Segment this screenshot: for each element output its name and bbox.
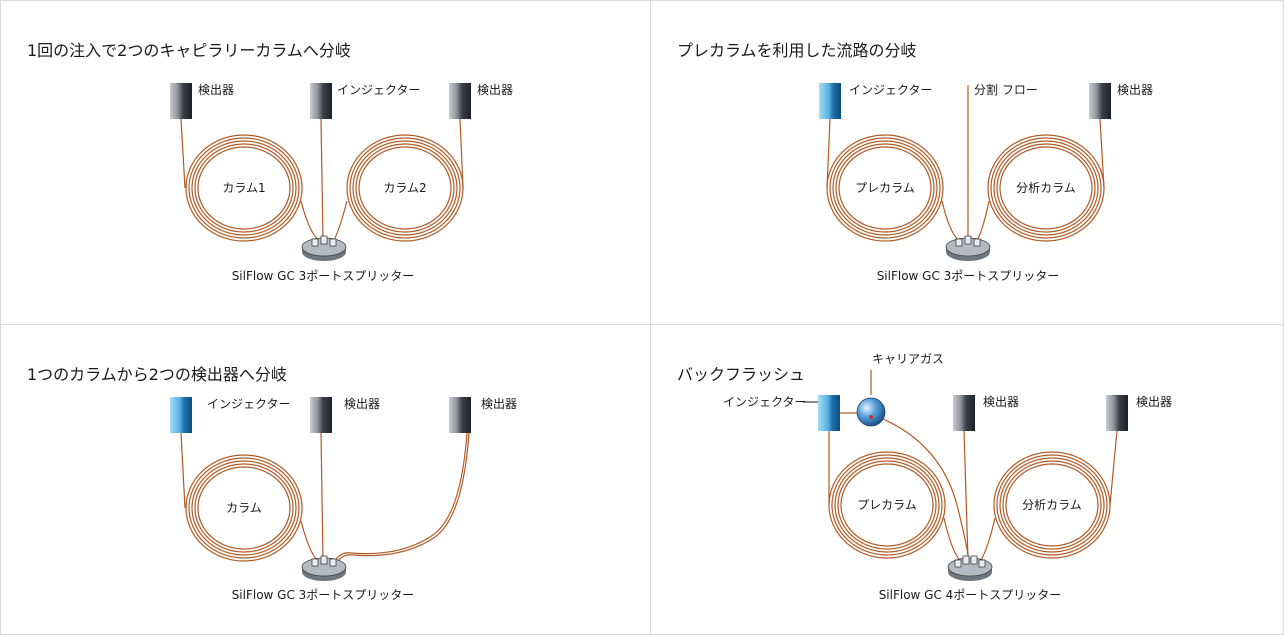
diagram-two-columns: 検出器 インジェクター 検出器 カラム1 カラム2 [170,83,513,283]
panel-title: プレカラムを利用した流路の分岐 [677,41,917,60]
tubing [330,200,348,245]
detector-icon [953,395,975,431]
injector-label: インジェクター [849,83,933,97]
tubing [1099,118,1105,189]
diagram-precolumn: インジェクター 分割 フロー 検出器 プレカラム 分析カラム [819,82,1153,283]
injector-label: インジェクター [723,395,807,409]
panel-title: バックフラッシュ [677,365,806,384]
detector-label: 検出器 [1136,395,1172,409]
splitter-icon [947,555,993,581]
column-label: カラム [226,501,262,515]
panel-two-detectors: 1つのカラムから2つの検出器へ分岐 インジェクター 検出器 検出器 カラム [0,325,651,635]
injector-icon [170,397,192,433]
column-coil-icon [346,134,464,242]
column-label: カラム1 [222,181,265,195]
detector-label: 検出器 [198,83,234,97]
tubing [320,432,324,562]
splitter-icon [945,235,991,261]
tubing [973,200,990,245]
tubing [331,432,468,567]
column-label: 分析カラム [1016,181,1076,195]
tubing [1109,430,1118,506]
panel-title: 1回の注入で2つのキャピラリーカラムへ分岐 [27,41,351,60]
splitter-label: SilFlow GC 4ポートスプリッター [879,588,1062,602]
detector-icon [170,83,192,119]
tubing [943,517,964,564]
carrier-gas-sphere-icon [856,397,886,427]
splitter-icon [301,555,347,581]
detector-icon [310,397,332,433]
panel-two-columns: 1回の注入で2つのキャピラリーカラムへ分岐 検出器 インジェクター [0,0,651,325]
column-label: プレカラム [857,498,917,512]
tubing [300,200,324,244]
tubing [941,200,964,244]
injector-label: インジェクター [207,397,291,411]
detector-label: 検出器 [481,397,517,411]
detector-label: 検出器 [344,397,380,411]
splitter-icon [301,235,347,261]
diagram-backflush: キャリアガス インジェクター 検出器 検出器 プレカラム 分析カラム [723,352,1172,602]
detector-icon [449,397,471,433]
column-label: 分析カラム [1022,498,1082,512]
detector-label: 検出器 [477,83,513,97]
detector-label: 検出器 [1117,83,1153,97]
panel-backflush: バックフラッシュ キャリアガス インジェクター 検出器 検出器 プレカラム 分析… [651,325,1284,635]
tubing [320,118,324,242]
injector-icon [310,83,332,119]
panel-precolumn: プレカラムを利用した流路の分岐 インジェクター 分割 フロー 検出器 プレカラム… [651,0,1284,325]
tubing [882,418,970,562]
column-coil-icon [185,454,303,562]
tubing [963,430,969,560]
carrier-gas-label: キャリアガス [872,352,944,366]
panel-title: 1つのカラムから2つの検出器へ分岐 [27,365,287,384]
injector-icon [819,83,841,119]
column-label: プレカラム [855,181,915,195]
diagram-two-detectors: インジェクター 検出器 検出器 カラム SilFlow GC 3ポートスプリッタ… [170,397,517,602]
column-coil-icon [185,134,303,242]
detector-icon [1089,83,1111,119]
tubing [459,118,464,189]
detector-icon [449,83,471,119]
detector-label: 検出器 [983,395,1019,409]
detector-icon [1106,395,1128,431]
split-flow-label: 分割 フロー [974,82,1038,97]
splitter-label: SilFlow GC 3ポートスプリッター [877,269,1060,283]
injector-label: インジェクター [337,83,421,97]
tubing [333,432,470,567]
injector-icon [818,395,840,431]
splitter-label: SilFlow GC 3ポートスプリッター [232,269,415,283]
tubing [300,520,322,564]
tubing [976,517,996,566]
splitter-label: SilFlow GC 3ポートスプリッター [232,588,415,602]
tubing [826,118,831,189]
tubing [180,432,186,509]
tubing [180,118,186,189]
column-label: カラム2 [383,181,426,195]
